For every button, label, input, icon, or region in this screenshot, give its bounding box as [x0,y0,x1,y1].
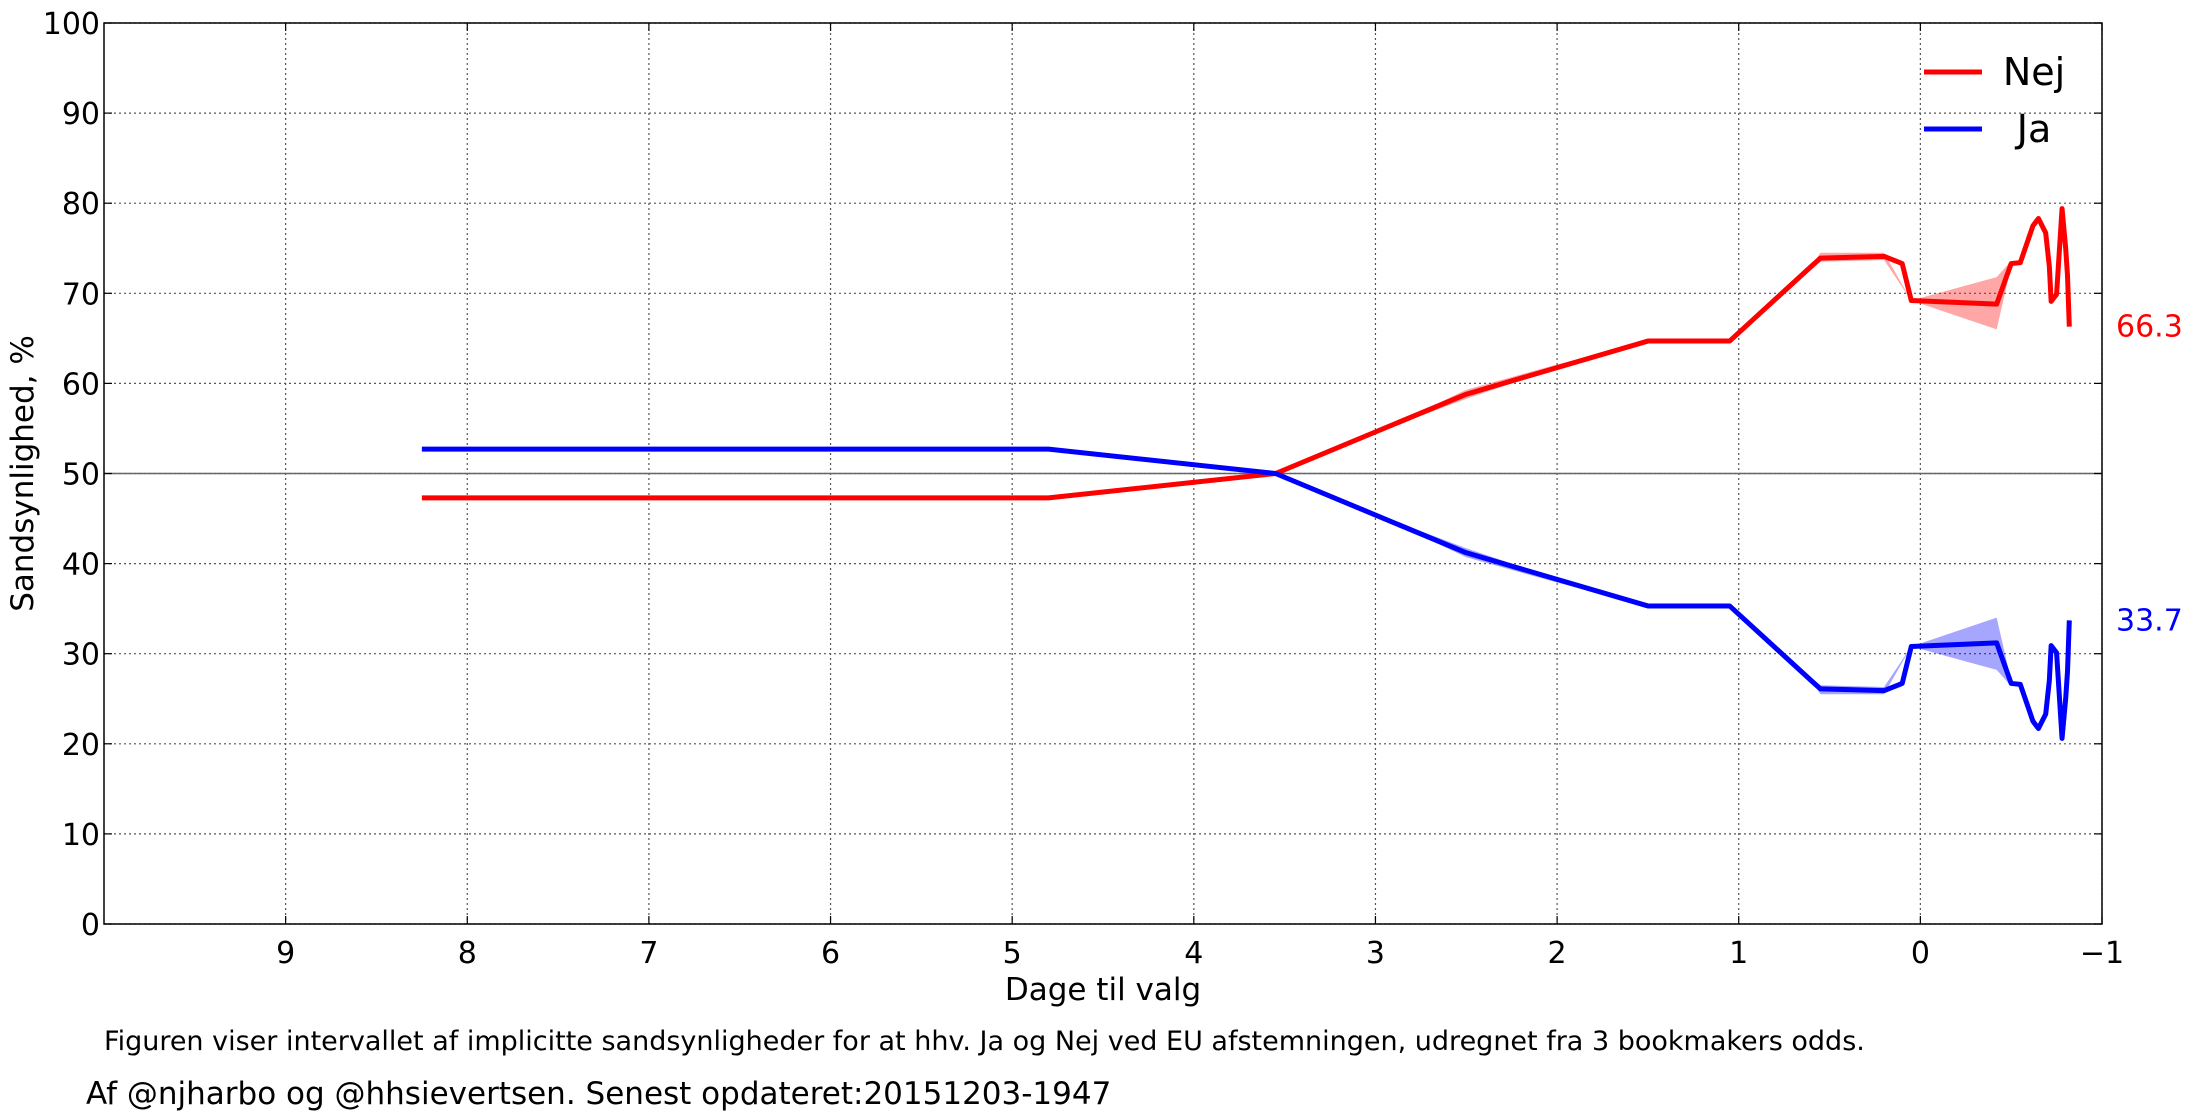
y-tick-label: 10 [62,818,100,853]
y-tick-label: 0 [81,908,100,943]
y-tick-label: 90 [62,97,100,132]
legend-label-nej: Nej [2003,50,2065,94]
line-nej [421,206,2072,501]
legend-label-ja: Ja [2015,107,2052,151]
x-tick-label: 3 [1366,936,1385,971]
y-tick-label: 100 [43,7,100,42]
y-tick-label: 70 [62,277,100,312]
x-tick-label: 7 [639,936,658,971]
end-label-nej: 66.3 [2116,310,2183,345]
y-axis-label: Sandsynlighed, % [5,335,41,612]
y-tick-label: 50 [62,458,100,493]
y-tick-label: 60 [62,367,100,402]
series-lines [421,206,2072,741]
x-tick-label: 1 [1729,936,1748,971]
end-value-labels: 66.3 33.7 [2116,310,2183,639]
figure-caption: Figuren viser intervallet af implicitte … [104,1026,1865,1057]
axis-ticks [104,22,2103,925]
x-axis-label: Dage til valg [1005,972,1201,1008]
x-tick-label: 2 [1548,936,1567,971]
x-tick-label: 9 [276,936,295,971]
y-tick-label: 40 [62,548,100,583]
y-tick-label: 30 [62,638,100,673]
y-tick-label: 80 [62,187,100,222]
y-tick-label: 20 [62,728,100,763]
x-tick-label: 0 [1911,936,1930,971]
legend: Nej Ja [1924,50,2065,151]
x-tick-label: 8 [458,936,477,971]
end-label-ja: 33.7 [2116,603,2183,638]
x-tick-label: 4 [1184,936,1203,971]
x-tick-label: 6 [821,936,840,971]
x-tick-label: −1 [2080,936,2124,971]
x-tick-label: 5 [1003,936,1022,971]
line-ja [421,446,2072,741]
author-credit: Af @njharbo og @hhsievertsen. Senest opd… [86,1076,1112,1112]
